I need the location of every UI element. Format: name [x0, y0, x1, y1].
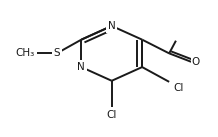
Text: N: N: [108, 21, 116, 31]
Text: S: S: [53, 48, 60, 58]
Text: N: N: [77, 62, 85, 72]
Text: CH₃: CH₃: [16, 48, 35, 58]
Text: O: O: [191, 57, 199, 67]
Text: Cl: Cl: [107, 110, 117, 120]
Text: Cl: Cl: [173, 83, 184, 93]
